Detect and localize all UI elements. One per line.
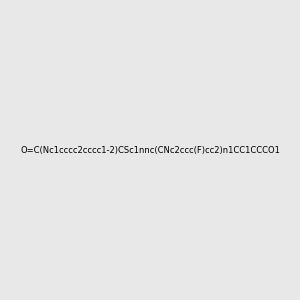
Text: O=C(Nc1cccc2cccc1-2)CSc1nnc(CNc2ccc(F)cc2)n1CC1CCCO1: O=C(Nc1cccc2cccc1-2)CSc1nnc(CNc2ccc(F)cc… [20,146,280,154]
